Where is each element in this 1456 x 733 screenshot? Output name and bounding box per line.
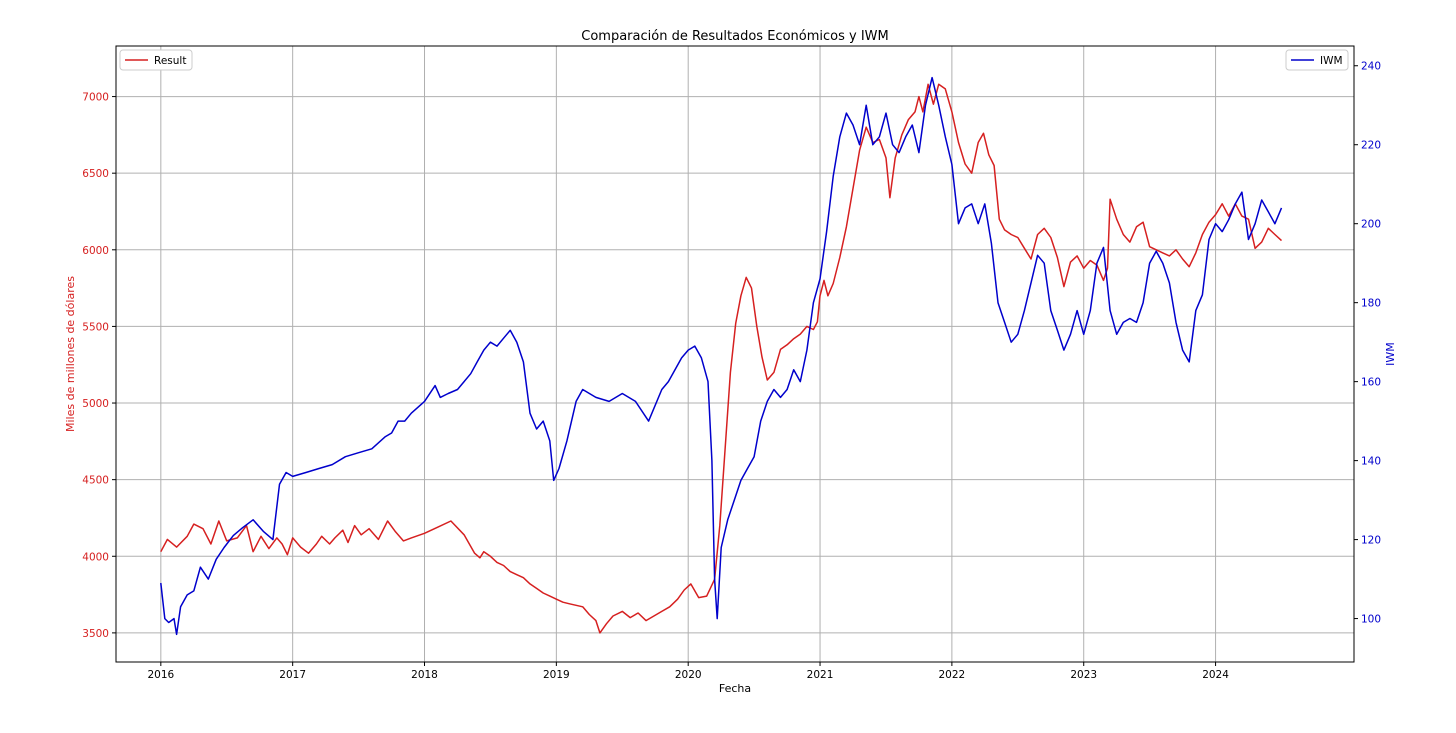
y-right-tick-label: 240: [1361, 61, 1381, 73]
x-tick-label: 2019: [543, 669, 570, 681]
y-right-tick-label: 180: [1361, 298, 1381, 310]
x-tick-label: 2022: [939, 669, 966, 681]
y-left-tick-label: 7000: [82, 92, 109, 104]
chart-title: Comparación de Resultados Económicos y I…: [581, 29, 888, 44]
y-right-tick-label: 120: [1361, 535, 1381, 547]
y-right-tick-label: 100: [1361, 614, 1381, 626]
grid: [116, 46, 1354, 662]
y-right-tick-label: 160: [1361, 377, 1381, 389]
y-right-tick-label: 200: [1361, 219, 1381, 231]
x-tick-label: 2018: [411, 669, 438, 681]
y-right-tick-label: 220: [1361, 140, 1381, 152]
y-left-tick-label: 5000: [82, 398, 109, 410]
x-tick-label: 2020: [675, 669, 702, 681]
axes: 2016 2017 2018 2019 2020 2021 2022 2023 2024 3500…: [82, 61, 1381, 681]
legend-label-iwm: IWM: [1320, 55, 1343, 67]
y-left-tick-label: 3500: [82, 628, 109, 640]
y-left-axis-label: Miles de millones de dólares: [64, 276, 77, 432]
legend-left: Result: [119, 49, 193, 71]
x-tick-label: 2024: [1202, 669, 1229, 681]
y-left-tick-label: 5500: [82, 321, 109, 333]
y-left-tick-label: 6000: [82, 245, 109, 257]
x-tick-label: 2017: [279, 669, 306, 681]
series-line-iwm: [160, 76, 1283, 636]
y-left-tick-label: 6500: [82, 168, 109, 180]
y-left-tick-label: 4000: [82, 551, 109, 563]
x-axis-label: Fecha: [719, 682, 751, 695]
y-left-tick-label: 4500: [82, 475, 109, 487]
series-line-result: [160, 83, 1283, 634]
series-layer: [160, 76, 1283, 636]
x-tick-label: 2023: [1070, 669, 1097, 681]
plot-frame: [115, 45, 1355, 663]
x-tick-label: 2016: [147, 669, 174, 681]
legend-right: IWM: [1285, 49, 1349, 71]
legend-label-result: Result: [154, 55, 186, 67]
y-right-axis-label: IWM: [1384, 342, 1397, 366]
x-tick-label: 2021: [807, 669, 834, 681]
y-right-tick-label: 140: [1361, 456, 1381, 468]
